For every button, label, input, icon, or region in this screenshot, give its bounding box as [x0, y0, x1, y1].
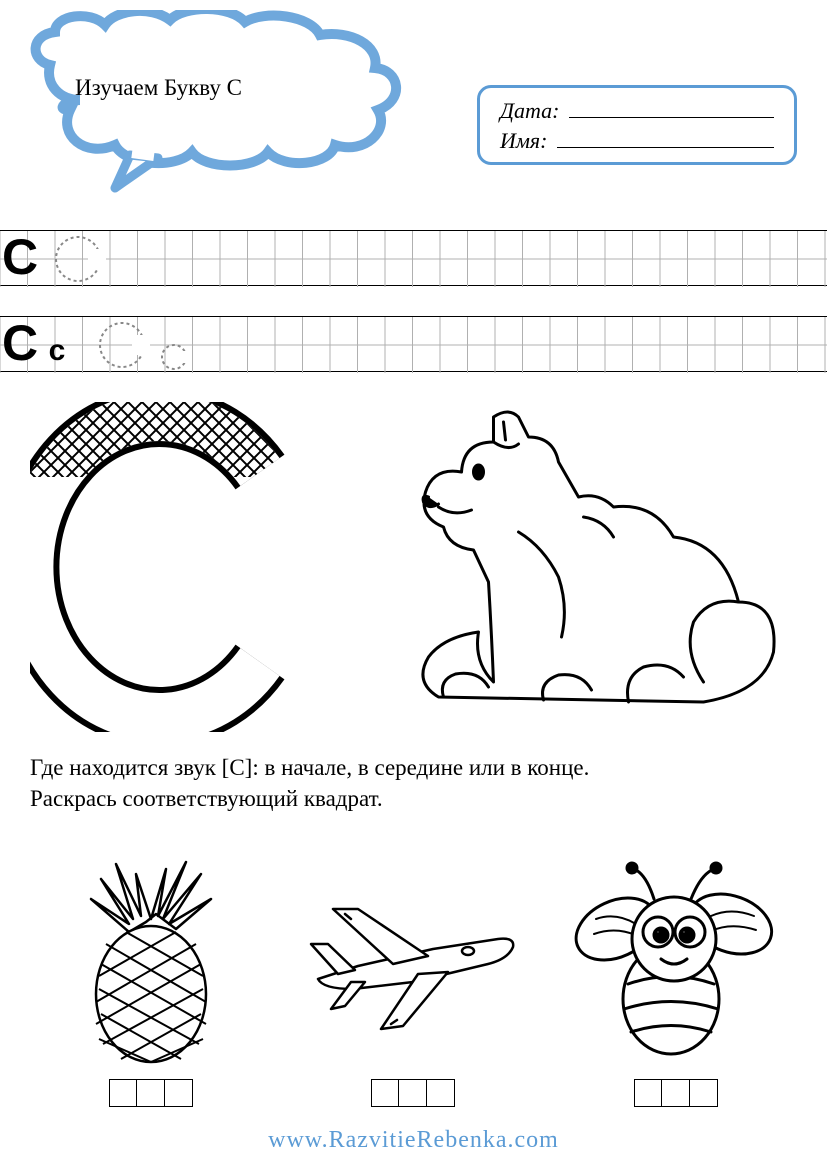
pictures-row [0, 824, 827, 1107]
tracing-row-2[interactable]: С с [0, 316, 827, 372]
big-letter-c [30, 402, 310, 732]
picture-airplane [303, 844, 523, 1107]
picture-pineapple [41, 844, 261, 1107]
page-title: Изучаем Букву С [75, 75, 242, 101]
sound-boxes[interactable] [109, 1079, 193, 1107]
header: Изучаем Букву С Дата: Имя: [0, 0, 827, 200]
trace-letters-pair: С с [2, 315, 59, 371]
middle-section [0, 402, 827, 732]
sound-boxes[interactable] [634, 1079, 718, 1107]
date-fill-line[interactable] [569, 100, 774, 118]
instruction-text: Где находится звук [С]: в начале, в сере… [0, 742, 827, 824]
footer-url: www.RazvitieRebenka.com [0, 1127, 827, 1154]
title-cloud [20, 10, 420, 200]
info-box: Дата: Имя: [477, 85, 797, 165]
name-fill-line[interactable] [557, 130, 774, 148]
dog-illustration [330, 402, 797, 732]
tracing-section: С С с [0, 230, 827, 372]
picture-bee [566, 844, 786, 1107]
sound-boxes[interactable] [371, 1079, 455, 1107]
name-label: Имя: [500, 128, 547, 154]
tracing-row-1[interactable]: С [0, 230, 827, 286]
date-label: Дата: [500, 98, 559, 124]
trace-letter-solid: С [2, 229, 38, 285]
